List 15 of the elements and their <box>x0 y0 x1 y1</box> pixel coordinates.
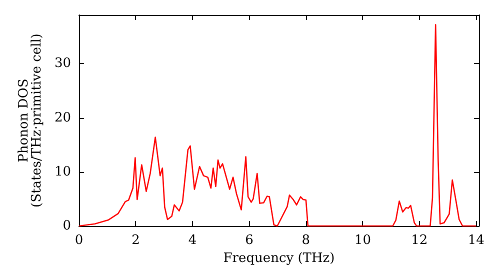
x-axis-title: Frequency (THz) <box>223 251 335 266</box>
y-tick-label: 0 <box>62 218 71 234</box>
x-tick-label: 6 <box>245 233 254 248</box>
x-tick-label: 2 <box>132 233 140 248</box>
x-tick-label: 12 <box>411 233 428 248</box>
x-tick-label: 14 <box>468 233 484 248</box>
y-axis-title: Phonon DOS (States/THz·primitive cell) <box>16 33 45 208</box>
x-tick-label: 8 <box>302 233 310 248</box>
y-tick-label: 20 <box>54 110 71 126</box>
line-series <box>78 24 477 227</box>
x-tick-label: 10 <box>354 233 371 248</box>
x-tick-label: 4 <box>188 233 197 248</box>
x-tick-label: 0 <box>74 233 84 248</box>
y-tick-label: 30 <box>54 56 71 72</box>
y-tick-label: 10 <box>54 164 71 180</box>
